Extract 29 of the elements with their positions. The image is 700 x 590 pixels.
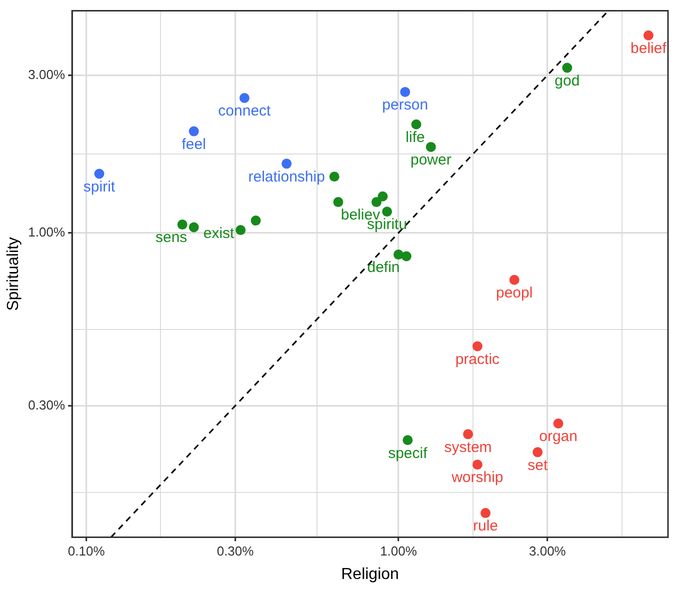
annotation: belief [630, 40, 668, 58]
x-tick-label: 3.00% [529, 544, 566, 559]
annotation: practic [455, 350, 500, 368]
annotation: rule [473, 518, 498, 535]
x-tick-label: 0.30% [216, 544, 254, 559]
annotation: defin [367, 259, 400, 276]
y-axis-title: Spirituality [5, 237, 22, 311]
annotation: system [444, 438, 492, 456]
annotation: set [528, 456, 548, 474]
annotation: relationship [248, 168, 325, 186]
annotation: connect [218, 102, 272, 120]
annotation: peopl [496, 284, 533, 302]
annotation: worship [450, 469, 504, 486]
y-tick-label: 3.00% [28, 66, 66, 82]
annotation: exist [203, 225, 236, 242]
annotation: person [382, 96, 428, 114]
y-tick-label: 1.00% [28, 224, 66, 240]
annotation: sens [155, 229, 188, 246]
annotation: feel [182, 136, 206, 153]
annotation: power [410, 152, 452, 169]
x-tick-label: 1.00% [380, 544, 418, 559]
y-tick-label: 0.30% [28, 397, 66, 412]
annotation: specif [388, 444, 428, 462]
annotation: organ [539, 428, 578, 446]
x-tick-label: 0.10% [68, 544, 106, 559]
annotation: spirit [83, 178, 116, 196]
x-axis-title: Religion [341, 566, 399, 583]
annotation: god [554, 72, 580, 90]
annotation: life [406, 129, 425, 146]
